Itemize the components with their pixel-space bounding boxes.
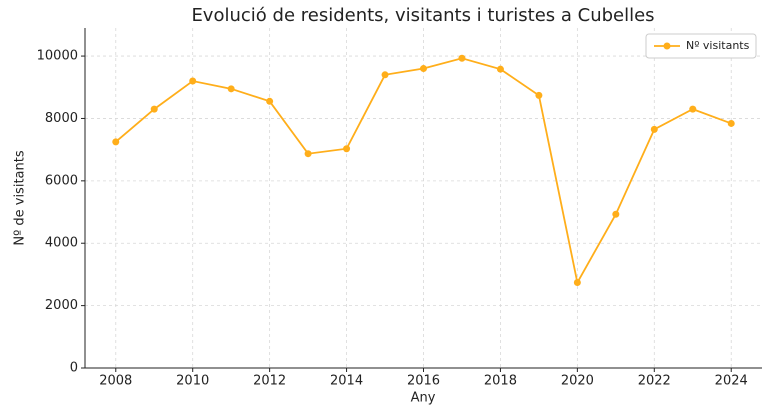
legend-box xyxy=(645,33,757,59)
data-point xyxy=(727,119,735,127)
x-tick-label: 2016 xyxy=(407,374,440,389)
data-point xyxy=(496,65,504,73)
x-tick-label: 2020 xyxy=(561,374,594,389)
data-point xyxy=(573,279,581,287)
y-tick-label: 10000 xyxy=(37,49,78,64)
data-point xyxy=(227,85,235,93)
x-tick-label: 2018 xyxy=(484,374,517,389)
y-tick-label: 8000 xyxy=(45,111,78,126)
data-point xyxy=(189,77,197,85)
data-point xyxy=(535,91,543,99)
x-tick-label: 2012 xyxy=(253,374,286,389)
legend-marker xyxy=(663,42,671,50)
data-point xyxy=(650,125,658,133)
series-line xyxy=(115,57,732,286)
legend-label: Nº visitants xyxy=(686,39,750,52)
data-point xyxy=(381,71,389,79)
y-tick-label: 2000 xyxy=(45,298,78,313)
data-point xyxy=(420,65,427,73)
x-tick-label: 2024 xyxy=(715,374,748,389)
data-point xyxy=(343,145,351,153)
data-point xyxy=(458,54,466,62)
chart-title: Evolució de residents, visitants i turis… xyxy=(191,5,654,26)
data-point xyxy=(304,150,312,158)
x-tick-label: 2014 xyxy=(330,374,363,389)
x-tick-label: 2008 xyxy=(99,374,132,389)
data-point xyxy=(150,105,158,113)
x-axis-label: Any xyxy=(411,391,436,406)
data-point xyxy=(689,105,697,113)
x-tick-label: 2022 xyxy=(638,374,671,389)
data-point xyxy=(266,97,274,105)
x-tick-label: 2010 xyxy=(176,374,209,389)
y-tick-label: 0 xyxy=(70,361,78,376)
y-tick-label: 4000 xyxy=(45,236,78,251)
y-axis-label: Nº de visitants xyxy=(13,150,28,245)
y-tick-label: 6000 xyxy=(45,173,78,188)
data-point xyxy=(112,138,120,146)
data-point xyxy=(612,210,620,218)
